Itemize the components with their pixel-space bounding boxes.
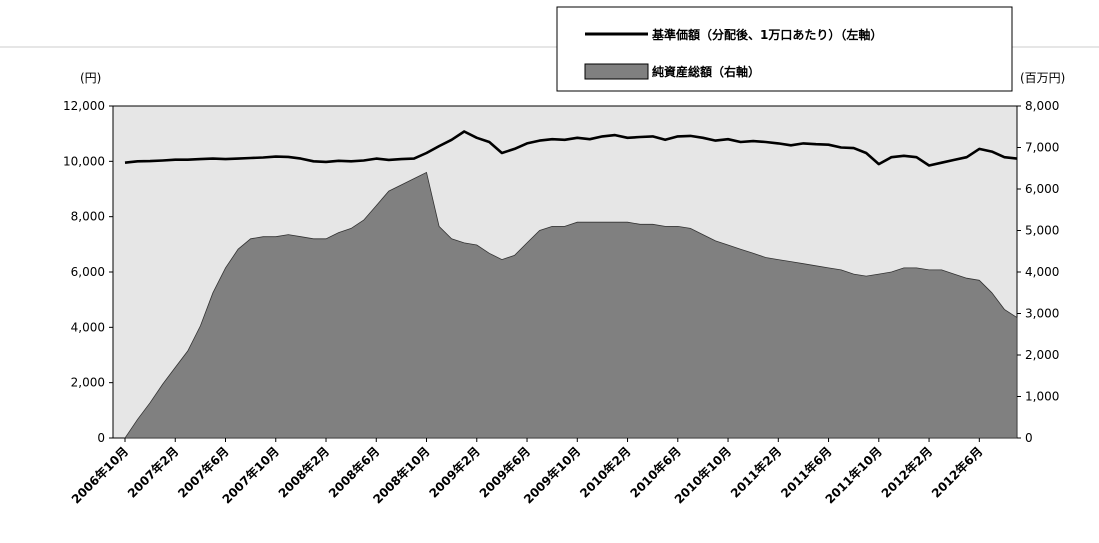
left-tick-label: 10,000 <box>63 154 105 168</box>
legend-label-nav: 基準価額（分配後、1万口あたり）（左軸） <box>651 27 882 42</box>
right-tick-label: 2,000 <box>1025 348 1059 362</box>
legend-swatch-area <box>584 63 649 80</box>
right-axis-unit: (百万円) <box>1020 71 1065 85</box>
x-tick-label: 2011年2月 <box>727 444 784 501</box>
nav-line <box>124 130 1018 167</box>
left-tick-label: 12,000 <box>63 99 105 113</box>
right-tick-label: 3,000 <box>1025 307 1059 321</box>
left-axis-unit: (円) <box>80 71 101 85</box>
right-tick-label: 5,000 <box>1025 224 1059 238</box>
x-tick-label: 2012年6月 <box>928 444 985 501</box>
right-tick-label: 1,000 <box>1025 390 1059 404</box>
left-tick-label: 6,000 <box>71 265 105 279</box>
left-tick-label: 0 <box>97 431 105 445</box>
legend: 基準価額（分配後、1万口あたり）（左軸） 純資産総額（右軸） <box>556 6 1013 92</box>
right-tick-label: 6,000 <box>1025 182 1059 196</box>
legend-label-assets: 純資産総額（右軸） <box>652 64 760 79</box>
x-tick-label: 2006年10月 <box>68 444 131 507</box>
x-tick-label: 2010年2月 <box>577 444 634 501</box>
left-tick-label: 4,000 <box>71 320 105 334</box>
right-tick-label: 0 <box>1025 431 1033 445</box>
right-tick-label: 7,000 <box>1025 141 1059 155</box>
left-tick-label: 2,000 <box>71 376 105 390</box>
x-tick-label: 2008年2月 <box>275 444 332 501</box>
net-assets-area-layer <box>124 171 1018 439</box>
right-tick-label: 4,000 <box>1025 265 1059 279</box>
x-tick-label: 2007年2月 <box>124 444 181 501</box>
right-tick-label: 8,000 <box>1025 99 1059 113</box>
net-assets-area <box>124 171 1018 439</box>
nav-line-layer <box>124 130 1018 167</box>
left-tick-label: 8,000 <box>71 210 105 224</box>
x-tick-label: 2012年2月 <box>878 444 935 501</box>
x-tick-label: 2009年2月 <box>426 444 483 501</box>
